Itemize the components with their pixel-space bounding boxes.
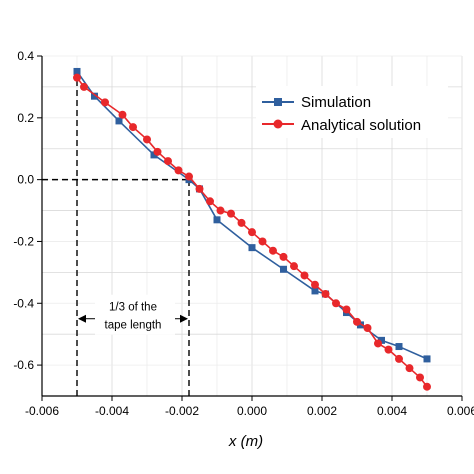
annotation-arrowhead-left	[78, 314, 86, 323]
data-point-analytical	[269, 246, 277, 255]
data-point-analytical	[279, 252, 288, 261]
data-point-analytical	[311, 280, 319, 289]
data-point-analytical	[185, 172, 193, 181]
data-point-simulation	[378, 336, 385, 344]
data-point-simulation	[91, 92, 98, 100]
data-point-analytical	[363, 324, 372, 332]
x-tick-label: -0.004	[95, 404, 129, 418]
data-point-simulation	[213, 216, 221, 224]
data-point-analytical	[321, 290, 330, 298]
x-tick-label: 0.006	[447, 404, 474, 418]
annotation-arrowhead-right	[180, 314, 188, 323]
data-point-simulation	[73, 67, 81, 75]
data-point-simulation	[150, 151, 158, 159]
data-point-analytical	[405, 364, 414, 373]
data-point-analytical	[174, 166, 183, 175]
y-tick-label: -0.4	[13, 296, 34, 310]
data-point-analytical	[237, 218, 246, 227]
data-point-analytical	[73, 73, 81, 82]
annotation-box	[95, 294, 175, 335]
data-point-analytical	[290, 262, 298, 271]
x-tick-label: 0.000	[237, 404, 267, 418]
axes: -0.006 -0.004 -0.002 0.000 0.002 0.004 0.006 0.…	[13, 49, 474, 418]
y-tick-label: 0.2	[17, 111, 34, 125]
data-point-analytical	[227, 209, 235, 218]
legend-box	[256, 86, 448, 138]
data-point-analytical	[374, 339, 382, 348]
data-point-analytical	[423, 382, 431, 391]
data-point-analytical	[118, 110, 127, 119]
reference-lines	[42, 71, 190, 396]
data-point-simulation	[248, 244, 256, 252]
annotation-text-line-2: tape length	[105, 320, 162, 332]
data-point-analytical	[195, 184, 204, 193]
data-point-analytical	[101, 98, 109, 107]
data-point-analytical	[143, 135, 151, 144]
data-point-analytical	[353, 317, 361, 326]
data-point-analytical	[80, 82, 88, 91]
data-point-simulation	[395, 343, 403, 351]
data-point-analytical	[395, 354, 403, 363]
y-tick-label: 0.0	[17, 173, 34, 187]
y-tick-label: -0.2	[13, 234, 34, 248]
data-point-simulation	[280, 265, 287, 273]
x-tick-label: -0.006	[25, 404, 59, 418]
data-point-simulation	[357, 321, 364, 329]
data-point-analytical	[164, 157, 172, 166]
data-point-simulation	[423, 355, 431, 363]
data-point-simulation	[115, 117, 123, 125]
data-point-analytical	[248, 228, 256, 237]
data-point-analytical	[206, 197, 214, 206]
annotation-text-line-1: 1/3 of the	[109, 302, 157, 314]
legend-marker-simulation	[274, 98, 282, 106]
legend-label-analytical: Analytical solution	[301, 117, 421, 134]
data-point-analytical	[216, 206, 225, 215]
data-point-analytical	[416, 373, 424, 382]
data-point-analytical	[300, 271, 309, 280]
legend-marker-analytical	[273, 119, 283, 129]
legend-label-simulation: Simulation	[301, 94, 371, 111]
data-point-analytical	[384, 345, 393, 354]
x-tick-label: 0.004	[377, 404, 407, 418]
y-tick-label: -0.6	[13, 358, 34, 372]
data-point-analytical	[129, 123, 137, 132]
data-point-analytical	[332, 299, 340, 308]
y-tick-label: 0.4	[17, 49, 34, 63]
data-point-simulation	[311, 287, 319, 295]
data-point-analytical	[153, 147, 162, 156]
x-axis-title: x (m)	[228, 433, 263, 450]
series-layer	[73, 67, 431, 391]
legend: Simulation Analytical solution	[256, 86, 448, 138]
annotation: 1/3 of the tape length	[78, 294, 188, 335]
data-point-analytical	[342, 305, 351, 314]
data-point-analytical	[258, 237, 267, 246]
x-tick-label: -0.002	[165, 404, 199, 418]
x-tick-label: 0.002	[307, 404, 337, 418]
